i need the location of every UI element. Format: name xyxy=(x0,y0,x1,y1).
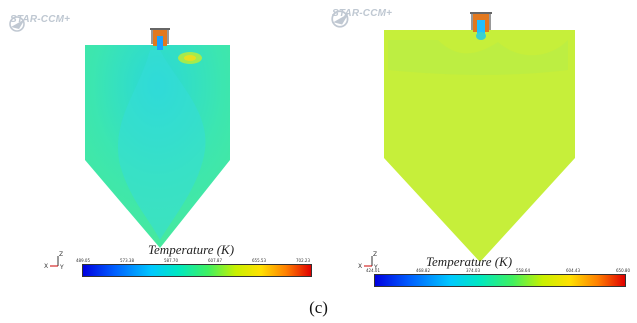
logo-text: STAR-CCM+ xyxy=(10,14,71,25)
colorbar-title-left: Temperature (K) xyxy=(148,242,235,257)
temperature-contour-left: Z X Y xyxy=(44,28,230,271)
colorbar-ticks-left: 489.05 573.38 587.70 607.87 655.53 702.2… xyxy=(76,258,310,263)
colorbar-title-right: Temperature (K) xyxy=(426,254,513,269)
temperature-contour-right: Z X Y xyxy=(358,12,575,271)
colorbar-tick: 607.87 xyxy=(208,258,222,263)
axis-z-label: Z xyxy=(373,251,377,258)
axis-z-label: Z xyxy=(59,251,63,258)
colorbar-tick: 424.01 xyxy=(366,268,380,273)
colorbar-tick: 655.53 xyxy=(252,258,266,263)
colorbar-tick: 558.64 xyxy=(516,268,530,273)
colorbar-left xyxy=(82,264,312,277)
figure-caption: (c) xyxy=(309,298,328,317)
colorbar-tick: 587.70 xyxy=(164,258,178,263)
hopper-domain-right xyxy=(384,30,575,262)
colorbar-tick: 374.03 xyxy=(466,268,480,273)
colorbar-right xyxy=(374,274,626,287)
starccm-logo-left: STAR-CCM+ xyxy=(8,14,71,32)
axis-y-label: Y xyxy=(59,264,64,271)
axis-y-label: Y xyxy=(373,264,378,271)
colorbar-tick: 650.80 xyxy=(616,268,630,273)
colorbar-ticks-right: 424.01 468.82 374.03 558.64 604.43 650.8… xyxy=(366,268,630,273)
starccm-logo-icon xyxy=(9,16,25,32)
colorbar-tick: 604.43 xyxy=(566,268,580,273)
simulation-panel-right: Z X Y STAR-CCM+ Temperature (K) 424.01 4… xyxy=(328,0,637,290)
colorbar-tick: 489.05 xyxy=(76,258,90,263)
axes-triad-right: Z X Y xyxy=(358,251,378,271)
colorbar-tick: 468.82 xyxy=(416,268,430,273)
axis-x-label: X xyxy=(44,263,48,270)
axis-x-label: X xyxy=(358,263,362,270)
cool-region-left xyxy=(117,50,206,240)
starccm-logo-icon xyxy=(331,10,349,28)
colorbar-tick: 573.38 xyxy=(120,258,134,263)
logo-text: STAR-CCM+ xyxy=(332,8,393,19)
simulation-panel-left: Z X Y STAR-CCM+ Temperature (K) 489.05 5… xyxy=(0,0,318,290)
colorbar-tick: 702.23 xyxy=(296,258,310,263)
axes-triad-left: Z X Y xyxy=(44,251,64,271)
starccm-logo-right: STAR-CCM+ xyxy=(330,8,393,28)
